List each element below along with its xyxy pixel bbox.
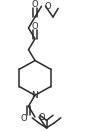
Text: N: N <box>32 91 38 100</box>
Text: O: O <box>20 114 27 123</box>
Text: O: O <box>38 113 45 122</box>
Text: O: O <box>45 2 51 11</box>
Text: O: O <box>32 22 38 31</box>
Text: O: O <box>32 0 38 9</box>
